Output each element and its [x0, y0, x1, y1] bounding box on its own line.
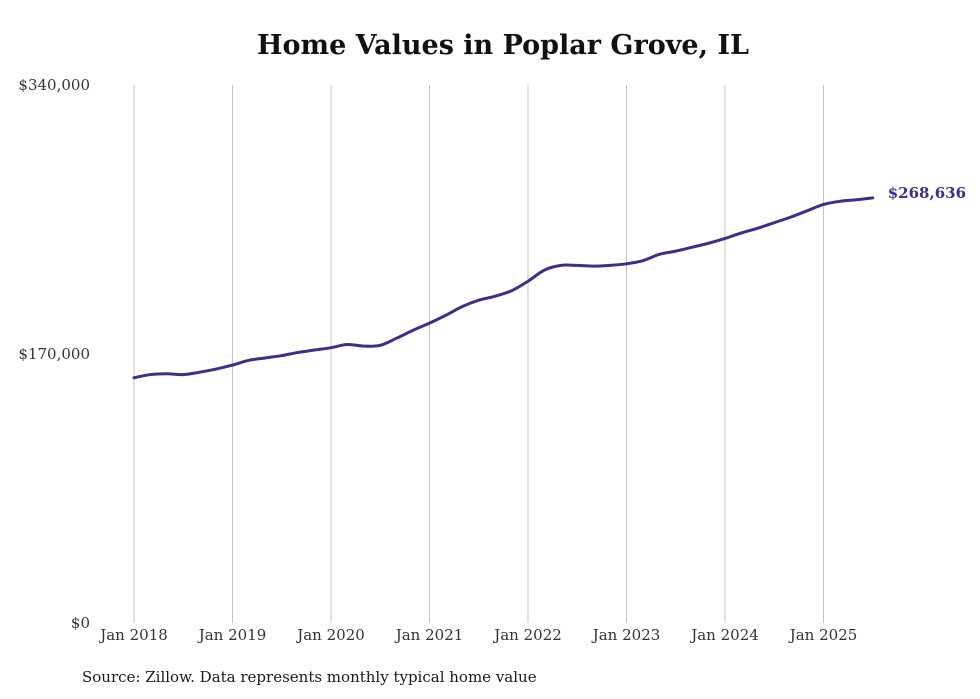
gridlines	[133, 85, 824, 623]
x-tick-label: Jan 2020	[295, 626, 365, 644]
x-tick-label: Jan 2018	[98, 626, 168, 644]
x-axis-ticks: Jan 2018 Jan 2019 Jan 2020 Jan 2021 Jan 2022…	[98, 626, 857, 644]
x-tick-label: Jan 2021	[394, 626, 464, 644]
chart-title: Home Values in Poplar Grove, IL	[257, 30, 749, 61]
series-line-0	[132, 196, 875, 380]
x-tick-label: Jan 2023	[591, 626, 661, 644]
y-axis-ticks: $0 $170,000 $340,000	[18, 76, 90, 632]
x-tick-label: Jan 2019	[197, 626, 267, 644]
x-tick-label: Jan 2022	[492, 626, 562, 644]
y-tick-label: $0	[71, 614, 90, 632]
y-tick-label: $340,000	[18, 76, 90, 94]
x-tick-label: Jan 2025	[788, 626, 858, 644]
y-tick-label: $170,000	[18, 345, 90, 363]
series-layer	[132, 196, 875, 380]
end-value-label: $268,636	[888, 184, 966, 202]
x-tick-label: Jan 2024	[689, 626, 759, 644]
source-note: Source: Zillow. Data represents monthly …	[82, 668, 537, 686]
